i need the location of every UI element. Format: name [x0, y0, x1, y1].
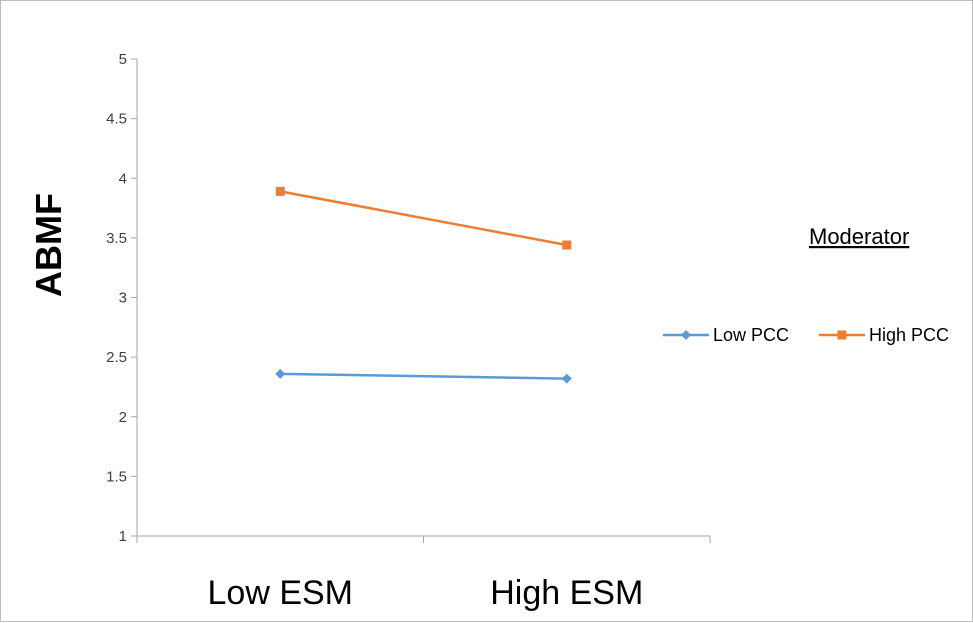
- y-tick-label: 2: [119, 409, 127, 426]
- data-point: [562, 240, 572, 250]
- axes: 1 1.5 2 2.5 3 3.5 4 4.5 5 Low ESM High ESM: [106, 51, 711, 612]
- series-line: [280, 372, 567, 380]
- legend-marker: [837, 330, 847, 340]
- y-tick-label: 1.5: [106, 468, 127, 485]
- y-tick-label: 4.5: [106, 111, 127, 128]
- series-layer: [275, 186, 572, 384]
- legend-title: Moderator: [809, 224, 909, 249]
- legend-item: High PCC: [819, 325, 949, 345]
- legend: Low PCC High PCC: [663, 325, 949, 345]
- series-low-pcc: [275, 368, 572, 384]
- y-tick-label: 3.5: [106, 230, 127, 247]
- legend-label: Low PCC: [713, 325, 789, 345]
- y-tick-label: 4: [119, 170, 127, 187]
- x-category-label: High ESM: [490, 574, 643, 612]
- y-tick-label: 1: [119, 528, 127, 545]
- data-point: [275, 368, 286, 379]
- data-point: [561, 373, 572, 384]
- series-line: [280, 190, 567, 247]
- legend-marker: [681, 330, 691, 340]
- legend-item: Low PCC: [663, 325, 789, 345]
- series-high-pcc: [275, 186, 572, 250]
- y-tick-label: 3: [119, 290, 127, 307]
- y-tick-label: 2.5: [106, 349, 127, 366]
- x-category-label: Low ESM: [208, 574, 354, 612]
- legend-label: High PCC: [869, 325, 949, 345]
- y-axis-title: ABMF: [28, 193, 69, 297]
- data-point: [275, 186, 285, 196]
- y-tick-label: 5: [119, 51, 127, 68]
